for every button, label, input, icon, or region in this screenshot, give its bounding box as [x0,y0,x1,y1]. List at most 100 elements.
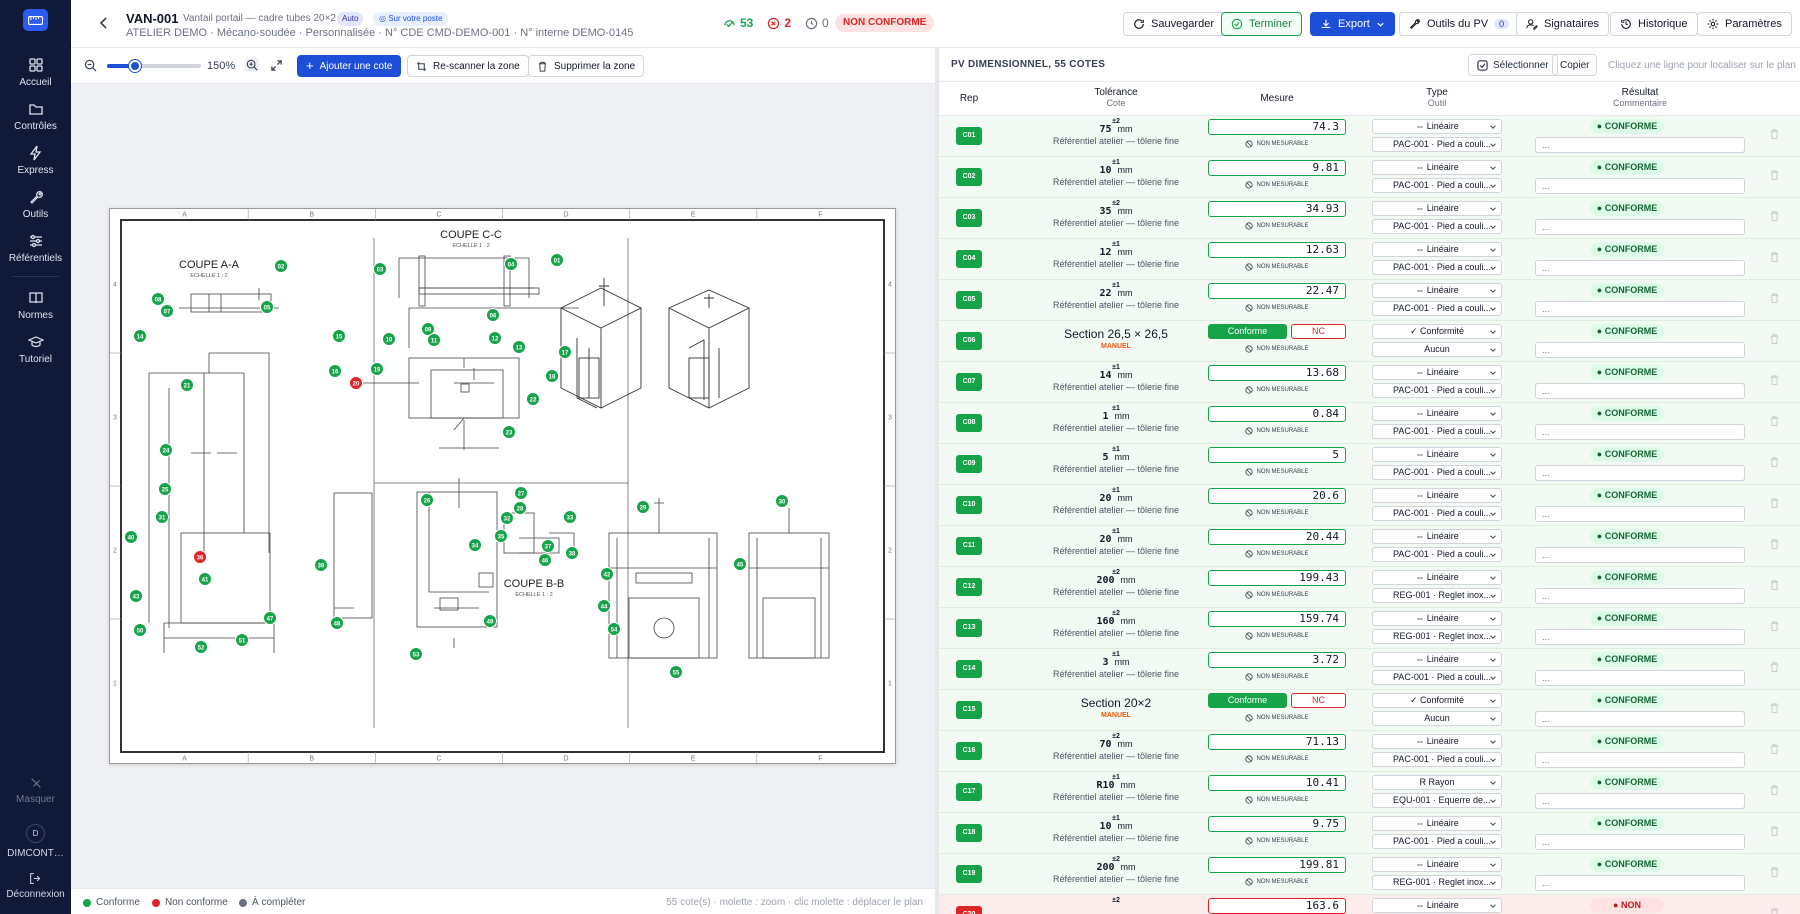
type-select[interactable]: ⇔ Linéaire [1372,857,1502,872]
type-select[interactable]: ⇔ Linéaire [1372,611,1502,626]
tool-select[interactable]: REG-001 · Reglet inox... [1372,875,1502,890]
table-row[interactable]: C03 ±2 35 mm Référentiel atelier — tôlerie … [939,198,1800,239]
non-measurable-toggle[interactable]: NON MESURABLE [1208,427,1346,435]
dimension-marker-01[interactable]: 01 [550,253,564,267]
type-select[interactable]: ⇔ Linéaire [1372,201,1502,216]
non-measurable-toggle[interactable]: NON MESURABLE [1208,796,1346,804]
table-row[interactable]: C18 ±1 10 mm Référentiel atelier — tôlerie … [939,813,1800,854]
back-arrow-icon[interactable] [97,16,111,30]
type-select[interactable]: ✓ Conformité [1372,324,1502,339]
zoom-in-icon[interactable] [245,58,259,72]
zoom-slider[interactable] [107,60,201,72]
dimension-marker-28[interactable]: 28 [513,501,527,515]
table-row[interactable]: C10 ±1 20 mm Référentiel atelier — tôlerie … [939,485,1800,526]
measure-input[interactable]: 199.81 [1208,857,1346,873]
dimension-marker-10[interactable]: 10 [382,332,396,346]
measure-input[interactable]: 20.6 [1208,488,1346,504]
comment-input[interactable]: ... [1535,219,1745,235]
table-row[interactable]: C09 ±1 5 mm Référentiel atelier — tôlerie f… [939,444,1800,485]
dimension-marker-53[interactable]: 53 [409,647,423,661]
measure-input[interactable]: 74.3 [1208,119,1346,135]
dimension-marker-04[interactable]: 04 [504,257,518,271]
tool-select[interactable]: PAC-001 · Pied a couli... [1372,465,1502,480]
sidebar-item-accueil[interactable]: Accueil [0,57,71,88]
tool-select[interactable]: PAC-001 · Pied a couli... [1372,178,1502,193]
comment-input[interactable]: ... [1535,178,1745,194]
dimension-marker-45[interactable]: 45 [733,557,747,571]
non-measurable-toggle[interactable]: NON MESURABLE [1208,386,1346,394]
sidebar-item-express[interactable]: Express [0,145,71,176]
dimension-marker-22[interactable]: 22 [526,392,540,406]
non-measurable-toggle[interactable]: NON MESURABLE [1208,878,1346,886]
table-row[interactable]: C04 ±1 12 mm Référentiel atelier — tôlerie … [939,239,1800,280]
non-measurable-toggle[interactable]: NON MESURABLE [1208,673,1346,681]
dimension-marker-51[interactable]: 51 [235,633,249,647]
dimension-marker-37[interactable]: 37 [541,539,555,553]
dimension-marker-24[interactable]: 24 [159,443,173,457]
type-select[interactable]: ⇔ Linéaire [1372,898,1502,913]
measure-input[interactable]: 13.68 [1208,365,1346,381]
dimension-marker-36[interactable]: 36 [193,550,207,564]
tool-select[interactable]: EQU-001 · Equerre de... [1372,793,1502,808]
dimension-marker-33[interactable]: 33 [563,510,577,524]
dimension-marker-46[interactable]: 46 [538,553,552,567]
table-row[interactable]: C06 Section 26,5 × 26,5 MANUEL Conforme NC ✓ … [939,321,1800,362]
dimension-marker-08[interactable]: 08 [151,292,165,306]
delete-row-icon[interactable] [1769,702,1780,714]
delete-row-icon[interactable] [1769,456,1780,468]
tool-select[interactable]: PAC-001 · Pied a couli... [1372,383,1502,398]
type-select[interactable]: ⇔ Linéaire [1372,283,1502,298]
nc-button[interactable]: NC [1291,324,1346,339]
type-select[interactable]: ⇔ Linéaire [1372,365,1502,380]
avatar[interactable]: D [26,824,45,843]
dimension-marker-42[interactable]: 42 [600,567,614,581]
table-row[interactable]: C15 Section 20×2 MANUEL Conforme NC ✓ Conform… [939,690,1800,731]
comment-input[interactable]: ... [1535,629,1745,645]
delete-row-icon[interactable] [1769,743,1780,755]
measure-input[interactable]: 22.47 [1208,283,1346,299]
tool-select[interactable]: PAC-001 · Pied a couli... [1372,834,1502,849]
dimension-marker-31[interactable]: 31 [155,510,169,524]
delete-row-icon[interactable] [1769,538,1780,550]
measure-input[interactable]: 0.84 [1208,406,1346,422]
dimension-marker-49[interactable]: 49 [483,614,497,628]
delete-row-icon[interactable] [1769,374,1780,386]
finish-button[interactable]: Terminer [1221,12,1302,36]
delete-row-icon[interactable] [1769,907,1780,914]
sidebar-item-tutoriel[interactable]: Tutoriel [0,334,71,365]
measure-input[interactable]: 163.6 [1208,898,1346,914]
type-select[interactable]: R Rayon [1372,775,1502,790]
type-select[interactable]: ⇔ Linéaire [1372,447,1502,462]
type-select[interactable]: ⇔ Linéaire [1372,406,1502,421]
dimension-marker-09[interactable]: 09 [421,322,435,336]
conforme-button[interactable]: Conforme [1208,324,1287,339]
export-button[interactable]: Export [1310,12,1395,36]
comment-input[interactable]: ... [1535,793,1745,809]
zoom-out-icon[interactable] [84,59,97,72]
table-row[interactable]: C16 ±2 70 mm Référentiel atelier — tôlerie … [939,731,1800,772]
dimension-marker-03[interactable]: 03 [373,262,387,276]
delete-row-icon[interactable] [1769,497,1780,509]
dimension-marker-17[interactable]: 17 [558,345,572,359]
comment-input[interactable]: ... [1535,301,1745,317]
tool-select[interactable]: PAC-001 · Pied a couli... [1372,670,1502,685]
hide-sidebar-button[interactable]: Masquer [0,776,71,805]
non-measurable-toggle[interactable]: NON MESURABLE [1208,263,1346,271]
type-select[interactable]: ⇔ Linéaire [1372,160,1502,175]
type-select[interactable]: ⇔ Linéaire [1372,734,1502,749]
dimension-marker-20[interactable]: 20 [349,376,363,390]
measure-input[interactable]: 10.41 [1208,775,1346,791]
dimension-marker-38[interactable]: 38 [565,546,579,560]
dimension-marker-27[interactable]: 27 [514,486,528,500]
table-row[interactable]: C05 ±1 22 mm Référentiel atelier — tôlerie … [939,280,1800,321]
dimension-marker-44[interactable]: 44 [597,599,611,613]
tool-select[interactable]: Aucun [1372,342,1502,357]
comment-input[interactable]: ... [1535,670,1745,686]
comment-input[interactable]: ... [1535,383,1745,399]
add-dimension-button[interactable]: + Ajouter une cote [297,55,402,77]
type-select[interactable]: ⇔ Linéaire [1372,488,1502,503]
delete-row-icon[interactable] [1769,333,1780,345]
tool-select[interactable]: PAC-001 · Pied a couli... [1372,506,1502,521]
